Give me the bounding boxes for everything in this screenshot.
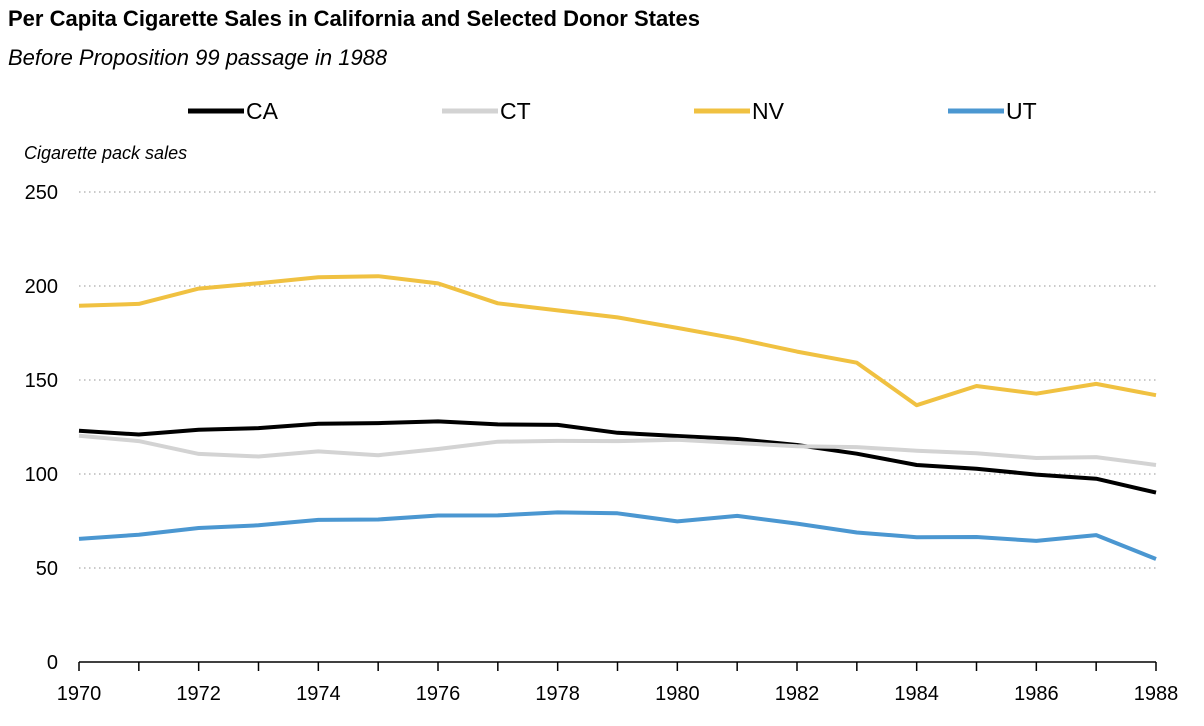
- chart-subtitle: Before Proposition 99 passage in 1988: [8, 45, 388, 70]
- x-tick-label: 1980: [655, 683, 700, 705]
- y-tick-label: 50: [36, 558, 58, 580]
- series-line-ca: [78, 419, 1157, 495]
- series-lines: [78, 274, 1157, 561]
- x-axis: 1970 1972 1974 1976 1978 1980 1982 1984 1986 1988: [57, 661, 1179, 705]
- legend-label-ut: UT: [1006, 98, 1037, 124]
- y-axis-label: Cigarette pack sales: [24, 143, 187, 163]
- x-tick-label: 1984: [894, 683, 939, 705]
- y-tick-label: 0: [47, 652, 58, 674]
- y-axis-ticks: 0 50 100 150 200 250: [25, 182, 58, 674]
- legend-label-ca: CA: [246, 98, 279, 124]
- y-tick-label: 200: [25, 276, 58, 298]
- series-line-nv: [78, 274, 1157, 408]
- x-tick-label: 1988: [1134, 683, 1179, 705]
- x-tick-label: 1974: [296, 683, 341, 705]
- legend-label-ct: CT: [500, 98, 531, 124]
- legend-label-nv: NV: [752, 98, 785, 124]
- x-tick-label: 1972: [176, 683, 221, 705]
- chart-title: Per Capita Cigarette Sales in California…: [8, 6, 700, 31]
- y-tick-label: 100: [25, 464, 58, 486]
- x-tick-label: 1978: [535, 683, 580, 705]
- series-line-ct: [78, 433, 1157, 467]
- y-tick-label: 150: [25, 370, 58, 392]
- x-tick-label: 1970: [57, 683, 102, 705]
- x-tick-label: 1986: [1014, 683, 1059, 705]
- legend: CA CT NV UT: [188, 98, 1037, 124]
- y-tick-label: 250: [25, 182, 58, 204]
- series-line-ut: [78, 510, 1157, 561]
- x-tick-label: 1982: [775, 683, 820, 705]
- x-tick-label: 1976: [416, 683, 461, 705]
